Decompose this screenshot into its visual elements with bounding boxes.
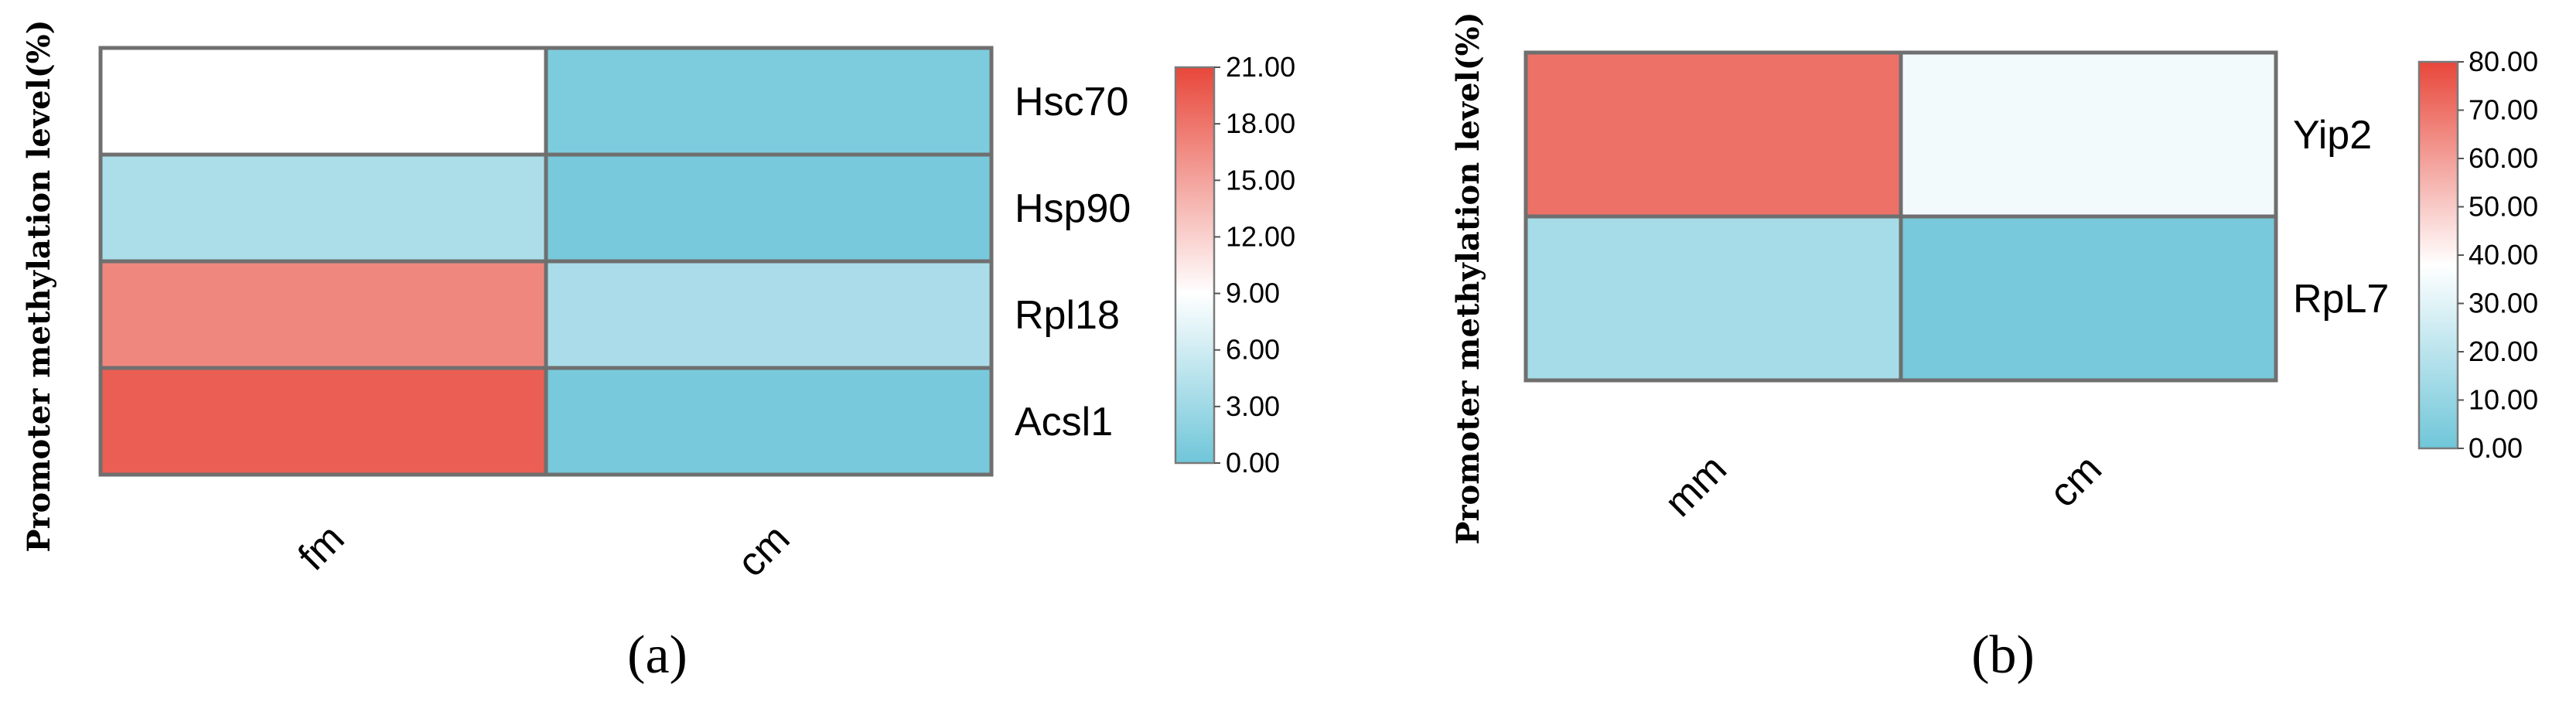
colorbar-gradient-a: [1175, 67, 1214, 463]
heatmap-cell-a-Rpl18-fm: [98, 259, 548, 370]
heatmap-panel-b: Promoter methylation level(%) Yip2 RpL7 m…: [1450, 12, 2538, 685]
colorbar-tick-label-b: 60.00: [2469, 142, 2538, 174]
colorbar-tick-label-b: 40.00: [2469, 239, 2538, 271]
column-label-b-cm: cm: [2041, 446, 2110, 516]
row-labels-b: Yip2 RpL7: [2293, 113, 2389, 322]
heatmap-cell-a-Acsl1-cm: [544, 366, 994, 477]
colorbar-tick-label-a: 3.00: [1226, 390, 1280, 422]
colorbar-a: 21.00 18.00 15.00 12.00 9.00 6.00 3.00 0.00: [1174, 51, 1295, 479]
colorbar-frame-a: [1174, 66, 1216, 465]
colorbar-tick-label-a: 18.00: [1226, 107, 1295, 139]
y-axis-label-b: Promoter methylation level(%): [1450, 12, 1486, 544]
colorbar-tick-label-b: 70.00: [2469, 94, 2538, 126]
colorbar-tick-label-b: 80.00: [2469, 46, 2538, 77]
colorbar-tick-label-b: 0.00: [2469, 432, 2523, 464]
colorbar-tick-label-a: 9.00: [1226, 278, 1280, 309]
row-label-a-Hsp90: Hsp90: [1015, 186, 1131, 231]
column-label-a-fm: fm: [290, 516, 353, 579]
colorbar-tick-label-a: 12.00: [1226, 220, 1295, 252]
colorbar-tick-label-a: 0.00: [1226, 447, 1280, 479]
heatmap-cell-a-Acsl1-fm: [98, 366, 548, 477]
column-label-b-mm: mm: [1656, 446, 1735, 525]
colorbar-tick-label-a: 6.00: [1226, 334, 1280, 366]
heatmap-panel-a: Promoter methylation level(%) Hsc70 Hsp90…: [21, 19, 1295, 685]
heatmap-cell-b-RpL7-mm: [1523, 214, 1903, 383]
heatmap-cells-b: [1523, 50, 2278, 383]
colorbar-ticks-b: 80.00 70.00 60.00 50.00 40.00 30.00 20.00 10.00…: [2458, 46, 2538, 464]
colorbar-tick-label-b: 10.00: [2469, 384, 2538, 416]
heatmap-cell-a-Hsp90-fm: [98, 152, 548, 264]
heatmap-cells-a: [98, 46, 994, 477]
row-label-b-RpL7: RpL7: [2293, 277, 2389, 322]
column-label-a-cm: cm: [728, 516, 798, 585]
colorbar-tick-label-a: 21.00: [1226, 51, 1295, 83]
panel-label-a: (a): [627, 625, 688, 685]
colorbar-tick-label-b: 20.00: [2469, 335, 2538, 367]
column-labels-b: mm cm: [1656, 446, 2110, 525]
colorbar-b: 80.00 70.00 60.00 50.00 40.00 30.00 20.00 10.00…: [2417, 46, 2538, 464]
panel-label-b: (b): [1971, 625, 2035, 685]
heatmap-cell-b-RpL7-cm: [1899, 214, 2278, 383]
heatmap-cell-a-Hsp90-cm: [544, 152, 994, 264]
heatmap-cell-a-Hsc70-cm: [544, 46, 994, 157]
row-label-b-Yip2: Yip2: [2293, 113, 2372, 158]
row-label-a-Rpl18: Rpl18: [1015, 293, 1120, 338]
colorbar-tick-label-b: 30.00: [2469, 288, 2538, 319]
colorbar-tick-label-a: 15.00: [1226, 164, 1295, 196]
column-labels-a: fm cm: [290, 516, 799, 585]
row-label-a-Hsc70: Hsc70: [1015, 80, 1128, 124]
row-labels-a: Hsc70 Hsp90 Rpl18 Acsl1: [1015, 80, 1131, 444]
heatmap-cell-a-Hsc70-fm: [98, 46, 548, 157]
colorbar-gradient-b: [2419, 62, 2458, 448]
row-label-a-Acsl1: Acsl1: [1015, 400, 1113, 444]
heatmap-cell-b-Yip2-mm: [1523, 50, 1903, 219]
colorbar-tick-label-b: 50.00: [2469, 191, 2538, 223]
heatmap-cell-a-Rpl18-cm: [544, 259, 994, 370]
colorbar-ticks-a: 21.00 18.00 15.00 12.00 9.00 6.00 3.00 0.00: [1214, 51, 1295, 479]
heatmap-cell-b-Yip2-cm: [1899, 50, 2278, 219]
y-axis-label-a: Promoter methylation level(%): [21, 19, 57, 552]
